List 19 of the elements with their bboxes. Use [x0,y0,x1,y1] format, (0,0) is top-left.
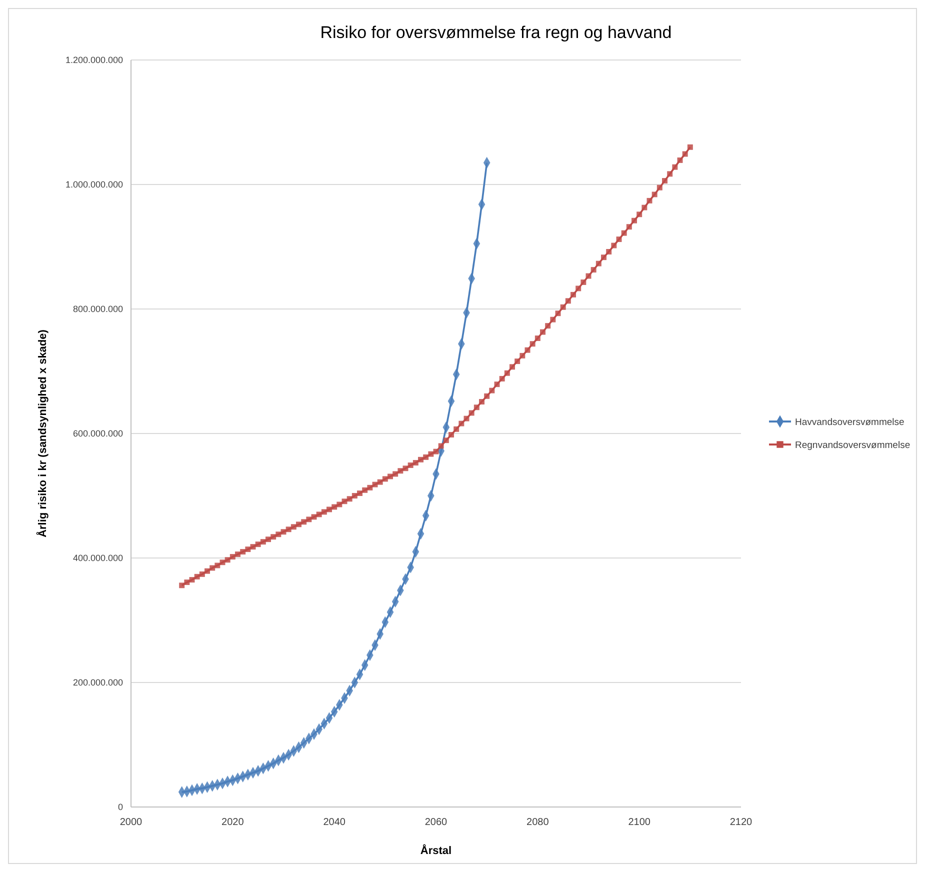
y-tick-label: 800.000.000 [72,304,123,314]
x-axis-title: Årstal [420,844,452,857]
x-tick-label: 2000 [120,817,143,828]
x-tick-label: 2120 [730,817,753,828]
chart-title: Risiko for oversvømmelse fra regn og havvand [320,23,672,42]
y-tick-label: 1.000.000.000 [65,180,123,190]
x-tick-label: 2020 [222,817,244,828]
y-tick-label: 400.000.000 [72,553,123,564]
x-tick-label: 2060 [424,817,448,828]
y-tick-label: 200.000.000 [72,678,123,688]
y-tick-label: 0 [118,802,123,812]
y-tick-label: 600.000.000 [72,428,123,439]
x-tick-label: 2100 [628,817,651,828]
legend-label: Havvandsoversvømmelse [795,416,904,428]
y-tick-label: 1.200.000.000 [65,55,123,66]
x-tick-label: 2080 [526,817,550,828]
y-axis-title: Årlig risiko i kr (sandsynlighed x skade) [36,329,49,538]
x-tick-label: 2040 [323,817,346,828]
legend-label: Regnvandsoversvømmelse [795,440,910,451]
